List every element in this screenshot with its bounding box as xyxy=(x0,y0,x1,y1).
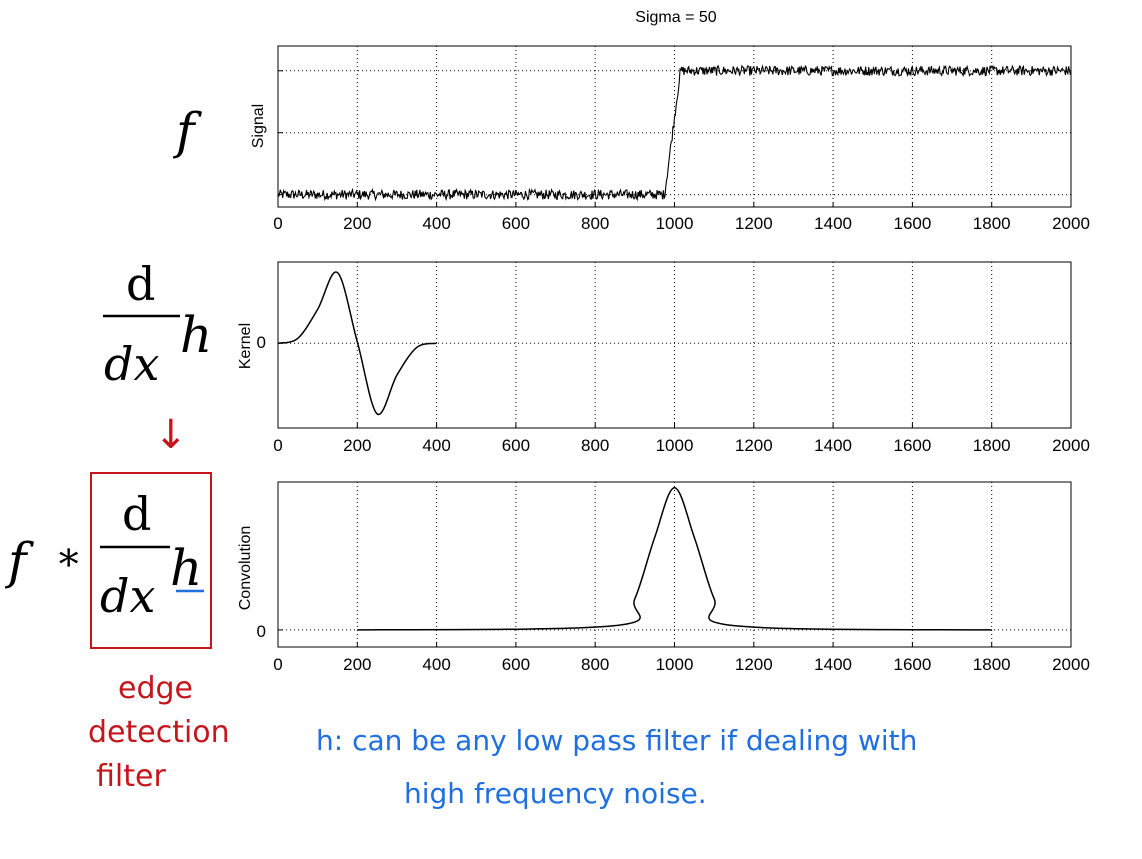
xtick-label: 600 xyxy=(502,436,530,455)
kernel-ylabel: Kernel xyxy=(237,323,254,369)
blue-note-line1: h: can be any low pass filter if dealing… xyxy=(316,724,917,757)
red-arrow-icon: ↓ xyxy=(154,412,188,458)
signal-ylabel: Signal xyxy=(250,104,267,148)
xtick-label: 200 xyxy=(343,655,371,674)
xtick-label: 800 xyxy=(581,214,609,233)
xtick-label: 200 xyxy=(343,214,371,233)
series-layer xyxy=(277,64,1072,631)
math-h-2: h xyxy=(170,539,202,597)
red-note-line2: detection xyxy=(88,715,230,750)
xtick-label: 0 xyxy=(273,436,282,455)
xtick-label: 1600 xyxy=(893,655,931,674)
math-d-numerator: d xyxy=(126,257,155,311)
xtick-label: 1000 xyxy=(656,655,694,674)
xtick-label: 600 xyxy=(502,655,530,674)
xtick-label: 1800 xyxy=(973,436,1011,455)
xtick-label: 800 xyxy=(581,436,609,455)
red-note-line1: edge xyxy=(118,671,193,706)
xtick-label: 0 xyxy=(273,214,282,233)
convolution-ytick-0: 0 xyxy=(257,622,266,641)
math-dx-denominator-2: dx xyxy=(100,569,155,623)
signal-line xyxy=(277,64,1072,202)
xtick-label: 1800 xyxy=(973,655,1011,674)
red-box xyxy=(90,472,212,649)
xtick-label: 1400 xyxy=(814,214,852,233)
xtick-label: 200 xyxy=(343,436,371,455)
xtick-label: 1000 xyxy=(656,436,694,455)
xtick-label: 1200 xyxy=(735,655,773,674)
grid-layer xyxy=(278,46,1071,647)
xtick-label: 1800 xyxy=(973,214,1011,233)
kernel-line xyxy=(277,271,437,415)
math-f-conv: f xyxy=(4,532,34,590)
math-dx-denominator: dx xyxy=(104,337,159,391)
xtick-label: 800 xyxy=(581,655,609,674)
xtick-label: 2000 xyxy=(1052,436,1090,455)
math-f: f xyxy=(172,102,202,160)
xtick-label: 400 xyxy=(422,214,450,233)
convolution-line xyxy=(357,486,992,631)
red-note-line3: filter xyxy=(96,759,166,794)
xtick-label: 2000 xyxy=(1052,214,1090,233)
xtick-label: 1400 xyxy=(814,436,852,455)
xtick-label: 1600 xyxy=(893,436,931,455)
xtick-label: 400 xyxy=(422,436,450,455)
xtick-label: 2000 xyxy=(1052,655,1090,674)
kernel-ytick-0: 0 xyxy=(257,333,266,352)
math-d-numerator-2: d xyxy=(122,487,151,541)
xtick-label: 600 xyxy=(502,214,530,233)
xtick-label: 1000 xyxy=(656,214,694,233)
convolution-ylabel: Convolution xyxy=(237,526,254,611)
xtick-label: 1400 xyxy=(814,655,852,674)
math-h: h xyxy=(180,306,212,364)
xtick-label: 1200 xyxy=(735,214,773,233)
xtick-label: 1600 xyxy=(893,214,931,233)
xtick-label: 0 xyxy=(273,655,282,674)
blue-note-line2: high frequency noise. xyxy=(404,777,707,810)
figure-title: Sigma = 50 xyxy=(635,9,716,26)
xtick-label: 400 xyxy=(422,655,450,674)
math-star: ∗ xyxy=(55,534,82,580)
xtick-label: 1200 xyxy=(735,436,773,455)
